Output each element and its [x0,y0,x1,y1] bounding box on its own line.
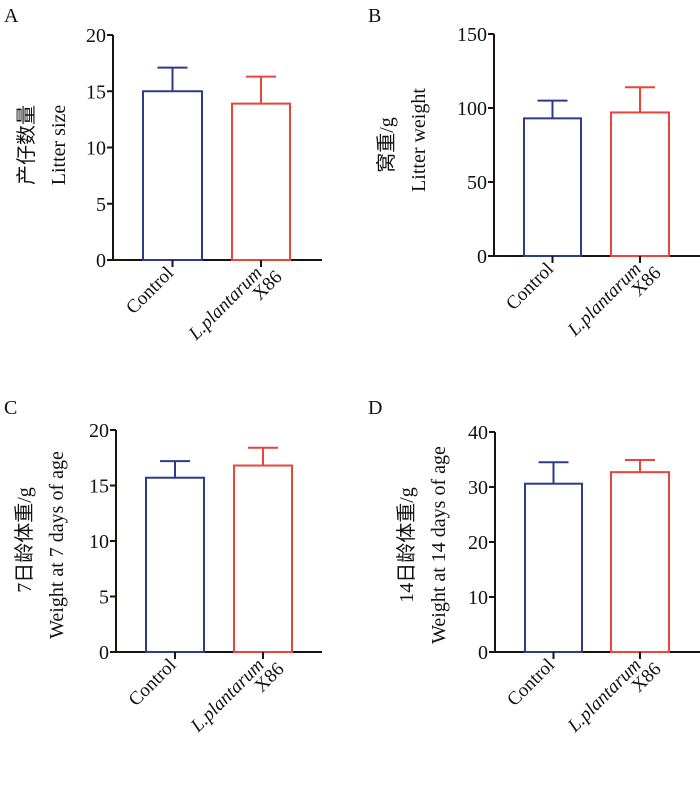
y-tick-label: 20 [86,25,106,47]
x-category-label: Control [122,263,178,319]
x-category-label: Control [125,655,181,711]
y-axis-title-cn: 14日龄体重/g [395,487,418,603]
y-tick-label: 0 [99,642,109,664]
y-tick-label: 0 [96,250,106,272]
y-axis-title: Weight at 14 days of age [428,446,450,644]
y-tick-label: 10 [468,587,488,609]
x-category-label: L.plantarum [184,263,266,345]
y-axis-title-cn: 窝重/g [375,117,398,173]
y-tick-label: 0 [477,246,487,268]
y-tick-label: 20 [468,532,488,554]
y-axis-title: Litter weight [408,88,430,192]
panel-letter: C [4,397,17,419]
y-tick-label: 40 [468,422,488,444]
panel-letter: B [368,5,381,27]
y-axis-title-cn: 7日龄体重/g [13,487,36,593]
y-tick-label: 15 [86,81,106,103]
y-tick-label: 15 [89,476,109,498]
y-tick-label: 20 [89,420,109,442]
bar-treatment [610,471,670,653]
x-category-label: L.plantarum [563,259,645,341]
x-category-label: L.plantarum [186,655,268,737]
panel-letter: A [4,5,19,27]
y-tick-label: 150 [457,24,487,46]
bar-control [145,476,205,654]
y-axis-title-cn: 产仔数量 [15,105,38,185]
y-tick-label: 10 [86,138,106,160]
bar-control [524,482,583,654]
y-axis-title: Weight at 7 days of age [46,451,68,639]
bar-treatment [231,102,291,261]
y-tick-label: 30 [468,477,488,499]
x-category-label: L.plantarum [563,655,645,737]
y-tick-label: 5 [99,587,109,609]
x-category-label: Control [503,655,559,711]
y-tick-label: 0 [478,642,488,664]
bar-treatment [610,111,670,257]
x-category-label: Control [502,259,558,315]
y-tick-label: 50 [467,172,487,194]
bar-control [142,90,203,261]
bar-control [523,117,582,257]
bar-treatment [233,464,293,653]
y-tick-label: 10 [89,531,109,553]
y-tick-label: 5 [96,194,106,216]
panel-letter: D [368,397,382,419]
y-tick-label: 100 [457,98,487,120]
y-axis-title: Litter size [48,105,70,186]
